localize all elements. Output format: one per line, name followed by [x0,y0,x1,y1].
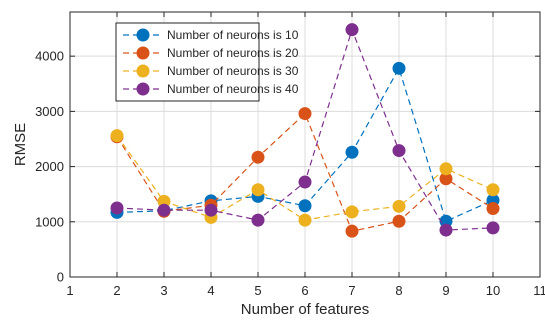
legend-label: Number of neurons is 40 [167,82,299,96]
x-tick-label: 8 [395,283,402,298]
y-tick-label: 3000 [35,104,64,119]
series-line-2 [116,112,494,232]
x-tick-label: 6 [301,283,308,298]
data-point [251,213,265,227]
x-tick-label: 5 [254,283,261,298]
data-point [392,144,406,158]
x-tick-label: 3 [160,283,167,298]
legend-label: Number of neurons is 20 [167,46,299,60]
series-layer [110,23,500,238]
x-tick-label: 1 [66,283,73,298]
data-point [204,203,218,217]
data-point [251,150,265,164]
x-axis-label: Number of features [241,301,369,318]
legend-label: Number of neurons is 30 [167,64,299,78]
data-point [439,223,453,237]
data-point [345,23,359,37]
x-tick-label: 10 [486,283,500,298]
data-point [345,145,359,159]
data-point [298,107,312,121]
data-point [439,172,453,186]
data-point [298,213,312,227]
data-point [251,183,265,197]
data-point [110,201,124,215]
y-tick-label: 1000 [35,214,64,229]
data-point [486,202,500,216]
data-point [157,203,171,217]
data-point [110,129,124,143]
data-point [298,175,312,189]
data-point [439,162,453,176]
x-tick-label: 7 [348,283,355,298]
legend-marker [136,28,150,42]
data-point [392,199,406,213]
x-tick-label: 9 [442,283,449,298]
data-point [486,221,500,235]
data-point [486,183,500,197]
legend-label: Number of neurons is 10 [167,28,299,42]
x-tick-label: 2 [113,283,120,298]
data-point [298,199,312,213]
data-point [392,61,406,75]
y-tick-label: 4000 [35,49,64,64]
data-point [345,224,359,238]
tick-layer: 1 2 3 4 5 6 7 8 9 10 11 0 1000 2000 3000 4000 [35,12,545,298]
data-point [392,214,406,228]
data-point [345,205,359,219]
legend-marker [136,64,150,78]
y-tick-label: 2000 [35,159,64,174]
legend-marker [136,82,150,96]
x-tick-label: 4 [207,283,214,298]
x-tick-label: 11 [533,283,545,298]
y-axis-label: RMSE [12,123,29,166]
legend: Number of neurons is 10 Number of neurons… [115,22,299,102]
y-tick-label: 0 [57,270,64,285]
legend-marker [136,46,150,60]
